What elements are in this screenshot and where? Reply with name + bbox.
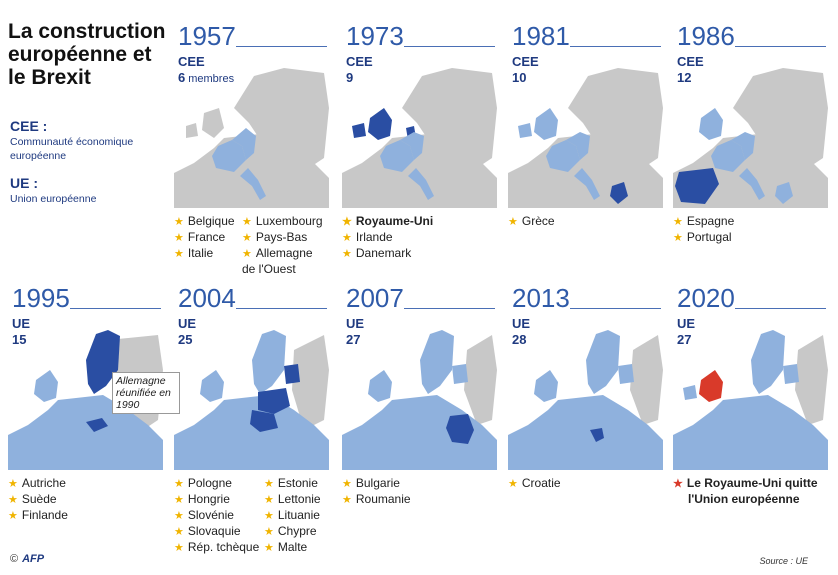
year-rule xyxy=(404,308,495,309)
country-list: ★ Croatie xyxy=(508,476,561,490)
panel-2020: 2020 UE 27 ★ Le Royaume-Uni quitte l'Unio… xyxy=(673,284,828,559)
afp-logo: AFP xyxy=(22,553,45,565)
year-rule xyxy=(404,46,495,47)
panel-count: 10 xyxy=(512,70,527,85)
panel-year: 2007 xyxy=(346,283,404,313)
europe-map xyxy=(673,68,828,208)
panel-1995: 1995 Allemagne réunifiée en 1990 UE 15 ★… xyxy=(8,283,180,559)
year-rule xyxy=(236,308,327,309)
panel-count: 15 xyxy=(12,332,27,347)
panel-org: CEE xyxy=(346,54,373,69)
panel-2007: 2007 UE 27 ★ Bulgarie ★ Roumanie xyxy=(342,284,497,559)
year-rule xyxy=(570,308,661,309)
country-list: ★ Royaume-Uni ★ Irlande ★ Danemark xyxy=(342,214,434,260)
panel-count: 27 xyxy=(677,332,692,347)
panel-count: 28 xyxy=(512,332,527,347)
panel-org: CEE xyxy=(178,54,205,69)
panel-year: 2013 xyxy=(512,283,570,313)
panel-count: 25 xyxy=(178,332,193,347)
legend-ue-abbr: UE : xyxy=(10,175,38,191)
panel-1981: 1981 CEE 10 ★ Grèce xyxy=(508,22,663,297)
country-list: ★ Grèce xyxy=(508,214,555,228)
country-list: ★ Estonie ★ Lettonie ★ Lituanie ★ Chypre ★ Ma… xyxy=(264,476,321,554)
reunification-callout: Allemagne réunifiée en 1990 xyxy=(112,372,180,414)
year-rule xyxy=(735,46,826,47)
country-list: ★ Espagne ★ Portugal xyxy=(673,214,735,244)
country-list: ★ Pologne ★ Hongrie ★ Slovénie ★ Slovaquie ★… xyxy=(174,476,260,554)
legend-ue-desc: Union européenne xyxy=(10,193,97,205)
panel-org: UE xyxy=(346,316,365,331)
panel-org: UE xyxy=(178,316,197,331)
country-list: ★ Luxembourg ★ Pays-Bas ★ Allemagne de l'Ou… xyxy=(242,214,323,276)
europe-map xyxy=(342,330,497,470)
panel-year: 2004 xyxy=(178,283,236,313)
country-list: ★ Belgique ★ France ★ Italie xyxy=(174,214,235,260)
panel-count: 9 xyxy=(346,70,354,85)
year-rule xyxy=(236,46,327,47)
panel-count: 12 xyxy=(677,70,692,85)
country-list: ★ Bulgarie ★ Roumanie xyxy=(342,476,411,506)
year-rule xyxy=(735,308,826,309)
country-list: ★ Autriche ★ Suède ★ Finlande xyxy=(8,476,68,522)
panel-year: 1981 xyxy=(512,21,570,51)
panel-year: 2020 xyxy=(677,283,735,313)
year-rule xyxy=(70,308,161,309)
footer-credit: © AFP xyxy=(10,553,45,565)
panel-org: CEE xyxy=(512,54,539,69)
panel-org: CEE xyxy=(677,54,704,69)
europe-map xyxy=(673,330,828,470)
europe-map xyxy=(342,68,497,208)
country-list: ★ Le Royaume-Uni quitte l'Union européenn… xyxy=(673,476,818,506)
panel-2013: 2013 UE 28 ★ Croatie xyxy=(508,284,663,559)
europe-map xyxy=(508,68,663,208)
europe-map xyxy=(174,68,329,208)
year-rule xyxy=(570,46,661,47)
panel-org: UE xyxy=(512,316,531,331)
panel-org: UE xyxy=(677,316,696,331)
panel-year: 1957 xyxy=(178,21,236,51)
legend-cee-desc: Communauté économique européenne xyxy=(10,136,134,162)
legend-cee-abbr: CEE : xyxy=(10,118,48,134)
panel-year: 1973 xyxy=(346,21,404,51)
panel-2004: 2004 UE 25 ★ Pologne ★ Hongrie ★ Slovénie ★… xyxy=(174,284,329,559)
panel-org: UE xyxy=(12,316,31,331)
europe-map xyxy=(174,330,329,470)
panel-1973: 1973 CEE 9 ★ Royaume-Uni ★ Irlande ★ Danema… xyxy=(342,22,497,297)
page-title: La construction européenne et le Brexit xyxy=(8,20,166,89)
panel-year: 1995 xyxy=(12,283,70,313)
panel-count: 27 xyxy=(346,332,361,347)
panel-year: 1986 xyxy=(677,21,735,51)
panel-1986: 1986 CEE 12 ★ Espagne ★ Portugal xyxy=(673,22,828,297)
panel-count: 6 membres xyxy=(178,70,235,85)
panel-1957: 1957 CEE 6 membres ★ Belgique ★ France ★ Ita… xyxy=(174,22,329,297)
footer-source: Source : UE xyxy=(759,556,808,566)
europe-map xyxy=(508,330,663,470)
